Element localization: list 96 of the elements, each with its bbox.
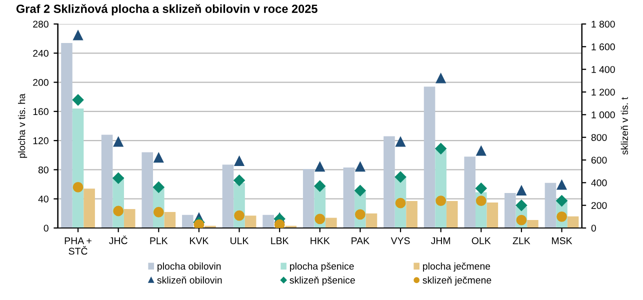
point [476, 146, 486, 156]
point [436, 196, 446, 206]
point [476, 196, 486, 206]
legend-label: sklizeň pšenice [290, 276, 355, 286]
x-tick-label: PHA + STČ [64, 237, 92, 255]
y2-tick-label: 400 [591, 179, 607, 186]
bar [302, 168, 314, 228]
point [194, 219, 204, 228]
y2-tick-label: 800 [591, 134, 607, 141]
bar [504, 193, 516, 228]
bar [142, 152, 154, 228]
point [314, 180, 326, 192]
y-tick-label: 200 [33, 79, 48, 86]
point [314, 214, 326, 224]
point [395, 198, 406, 208]
point [355, 162, 366, 172]
x-tick-label: HKK [310, 237, 330, 244]
legend-label: plocha obilovin [158, 262, 221, 272]
point [516, 186, 526, 196]
bar [262, 214, 274, 228]
legend-label: plocha pšenice [290, 262, 354, 272]
y2-tick-label: 1 200 [592, 88, 615, 96]
x-tick-label: JHČ [109, 236, 128, 244]
bar [343, 168, 355, 228]
y2-tick-label: 600 [591, 156, 607, 164]
y2-axis-title: sklizeň v tis. t [620, 97, 628, 155]
x-tick-label: ULK [230, 237, 249, 244]
bar [164, 212, 176, 228]
x-tick-label: MSK [552, 237, 572, 244]
legend-label: sklizeň obilovin [157, 276, 222, 284]
y2-tick-label: 1 000 [592, 111, 615, 118]
bar [124, 209, 136, 228]
x-tick-label: OLK [472, 237, 491, 244]
legend-label: sklizeň ječmene [422, 276, 492, 286]
bar [567, 216, 579, 228]
bar [446, 201, 458, 228]
y2-tick-label: 1 600 [592, 43, 615, 50]
bar [101, 134, 113, 228]
x-tick-label: PLK [150, 237, 168, 244]
bar [486, 202, 498, 228]
point [234, 156, 244, 166]
y-tick-label: 280 [33, 20, 48, 28]
bar [406, 201, 418, 228]
point [556, 195, 568, 206]
x-tick-label: KVK [190, 237, 209, 244]
bar [244, 216, 256, 228]
point [516, 200, 528, 211]
bar [61, 42, 72, 228]
point [73, 30, 83, 40]
x-tick-label: PAK [352, 237, 370, 244]
point [72, 182, 84, 192]
bar [72, 108, 84, 228]
x-tick-label: JHM [430, 237, 450, 244]
y-tick-label: 120 [33, 137, 48, 144]
y2-tick-label: 1 800 [592, 20, 615, 28]
y-tick-label: 0 [44, 224, 48, 232]
bar [84, 188, 95, 228]
bar [544, 182, 556, 228]
point [396, 137, 406, 147]
bar [384, 136, 395, 228]
point [113, 206, 124, 216]
chart-title: Graf 2 Sklizňová plocha a sklizeň obilovin v roce 2025 [16, 4, 318, 16]
bar [366, 213, 378, 228]
y-tick-label: 40 [38, 196, 48, 202]
y-tick-label: 80 [38, 166, 48, 174]
point [113, 137, 124, 147]
point [354, 184, 366, 196]
y-tick-label: 240 [33, 50, 48, 57]
x-tick-label: LBK [271, 237, 289, 244]
point [112, 172, 124, 184]
y-tick-label: 160 [33, 108, 48, 116]
x-tick-label: ZLK [512, 237, 530, 244]
point [556, 180, 567, 190]
point [234, 210, 244, 221]
y2-tick-label: 200 [591, 202, 607, 209]
point [394, 171, 406, 183]
point [436, 74, 446, 84]
y2-tick-label: 1 400 [592, 66, 615, 73]
bar [222, 164, 234, 228]
point [476, 182, 487, 194]
y2-tick-label: 0 [591, 224, 596, 232]
bar [424, 86, 436, 228]
bar [182, 214, 194, 228]
point [435, 143, 446, 154]
point [72, 94, 84, 106]
y-axis-title: plocha v tis. ha [18, 94, 28, 158]
point [234, 174, 245, 186]
point [153, 182, 164, 193]
point [274, 219, 285, 228]
bar [464, 156, 476, 228]
bar [326, 218, 337, 228]
x-tick-label: VYS [390, 237, 410, 244]
legend-label: plocha ječmene [423, 262, 490, 272]
bar [527, 220, 538, 228]
point [315, 162, 325, 172]
point [154, 152, 164, 163]
